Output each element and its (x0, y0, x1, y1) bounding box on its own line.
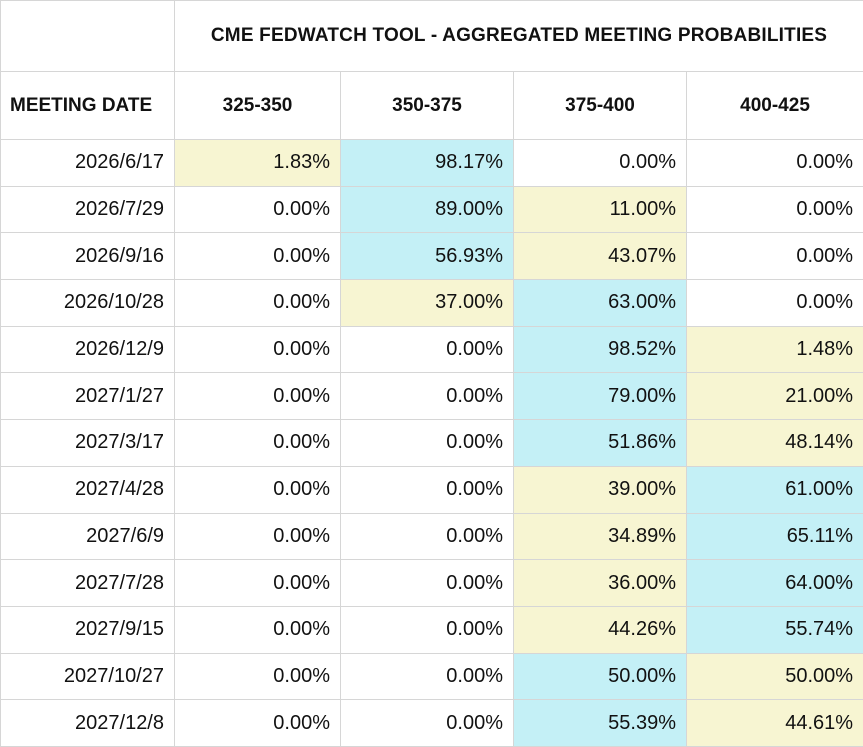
meeting-date: 2026/9/16 (0, 232, 175, 281)
probability-cell: 50.00% (513, 652, 687, 701)
probability-cell: 0.00% (685, 279, 863, 327)
probability-cell: 44.61% (685, 699, 863, 747)
data-row: 2026/7/29 0.00% 89.00% 11.00% 0.00% (0, 185, 863, 234)
probability-cell: 0.00% (340, 652, 514, 701)
column-header: 350-375 (340, 71, 514, 140)
probability-cell: 0.00% (340, 465, 514, 514)
meeting-date: 2027/6/9 (0, 512, 175, 561)
probability-cell: 61.00% (685, 465, 863, 514)
data-row: 2027/7/28 0.00% 0.00% 36.00% 64.00% (0, 559, 863, 607)
probability-cell: 51.86% (513, 419, 687, 467)
probability-cell: 1.83% (174, 139, 341, 187)
probability-cell: 98.52% (513, 325, 687, 374)
header-row: MEETING DATE 325-350 350-375 375-400 400-425 (0, 71, 863, 140)
probability-cell: 55.74% (685, 605, 863, 654)
probability-cell: 0.00% (174, 699, 341, 747)
probability-cell: 79.00% (513, 372, 687, 421)
probability-cell: 0.00% (174, 559, 341, 607)
probability-cell: 0.00% (340, 559, 514, 607)
probability-cell: 0.00% (174, 465, 341, 514)
probability-cell: 0.00% (174, 232, 341, 281)
meeting-date: 2026/10/28 (0, 279, 175, 327)
probability-cell: 0.00% (174, 185, 341, 234)
probability-cell: 89.00% (340, 185, 514, 234)
probability-cell: 0.00% (174, 279, 341, 327)
meeting-date: 2027/12/8 (0, 699, 175, 747)
probability-cell: 50.00% (685, 652, 863, 701)
data-row: 2027/4/28 0.00% 0.00% 39.00% 61.00% (0, 465, 863, 514)
meeting-date: 2027/9/15 (0, 605, 175, 654)
probability-cell: 0.00% (340, 419, 514, 467)
probability-cell: 1.48% (685, 325, 863, 374)
data-row: 2026/12/9 0.00% 0.00% 98.52% 1.48% (0, 325, 863, 374)
probability-cell: 11.00% (513, 185, 687, 234)
probability-cell: 21.00% (685, 372, 863, 421)
probability-cell: 0.00% (174, 605, 341, 654)
probability-cell: 37.00% (340, 279, 514, 327)
title-row: CME FEDWATCH TOOL - AGGREGATED MEETING P… (0, 0, 863, 72)
probability-cell: 98.17% (340, 139, 514, 187)
probability-cell: 0.00% (340, 512, 514, 561)
probability-cell: 44.26% (513, 605, 687, 654)
probability-cell: 64.00% (685, 559, 863, 607)
data-row: 2026/9/16 0.00% 56.93% 43.07% 0.00% (0, 232, 863, 281)
data-row: 2027/6/9 0.00% 0.00% 34.89% 65.11% (0, 512, 863, 561)
probability-cell: 0.00% (174, 372, 341, 421)
probability-cell: 63.00% (513, 279, 687, 327)
table-title: CME FEDWATCH TOOL - AGGREGATED MEETING P… (173, 0, 863, 72)
probability-cell: 0.00% (513, 139, 687, 187)
column-header: 375-400 (513, 71, 687, 140)
data-row: 2027/10/27 0.00% 0.00% 50.00% 50.00% (0, 652, 863, 701)
probability-cell: 0.00% (340, 372, 514, 421)
probability-cell: 0.00% (174, 512, 341, 561)
probability-cell: 0.00% (174, 652, 341, 701)
data-row: 2027/3/17 0.00% 0.00% 51.86% 48.14% (0, 419, 863, 467)
meeting-date: 2027/7/28 (0, 559, 175, 607)
probability-cell: 0.00% (340, 605, 514, 654)
data-row: 2027/12/8 0.00% 0.00% 55.39% 44.61% (0, 699, 863, 747)
probability-cell: 56.93% (340, 232, 514, 281)
probability-cell: 55.39% (513, 699, 687, 747)
column-header: MEETING DATE (0, 71, 175, 140)
probability-cell: 43.07% (513, 232, 687, 281)
probability-cell: 0.00% (340, 699, 514, 747)
data-row: 2026/10/28 0.00% 37.00% 63.00% 0.00% (0, 279, 863, 327)
probability-cell: 0.00% (340, 325, 514, 374)
meeting-date: 2026/7/29 (0, 185, 175, 234)
probability-cell: 0.00% (174, 419, 341, 467)
probability-cell: 0.00% (685, 185, 863, 234)
data-row: 2026/6/17 1.83% 98.17% 0.00% 0.00% (0, 139, 863, 187)
column-header: 400-425 (685, 71, 863, 140)
meeting-date: 2027/3/17 (0, 419, 175, 467)
meeting-date: 2027/1/27 (0, 372, 175, 421)
probability-cell: 65.11% (685, 512, 863, 561)
probability-cell: 0.00% (685, 139, 863, 187)
probability-cell: 34.89% (513, 512, 687, 561)
probability-cell: 36.00% (513, 559, 687, 607)
data-row: 2027/9/15 0.00% 0.00% 44.26% 55.74% (0, 605, 863, 654)
probability-cell: 39.00% (513, 465, 687, 514)
probability-cell: 48.14% (685, 419, 863, 467)
meeting-date: 2027/4/28 (0, 465, 175, 514)
column-header: 325-350 (174, 71, 341, 140)
probability-cell: 0.00% (174, 325, 341, 374)
meeting-date: 2026/6/17 (0, 139, 175, 187)
meeting-date: 2027/10/27 (0, 652, 175, 701)
probability-cell: 0.00% (685, 232, 863, 281)
meeting-date: 2026/12/9 (0, 325, 175, 374)
corner-cell (0, 0, 175, 72)
data-row: 2027/1/27 0.00% 0.00% 79.00% 21.00% (0, 372, 863, 421)
